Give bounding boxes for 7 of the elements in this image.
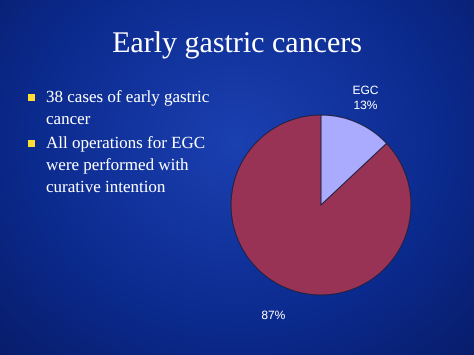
text: 38 cases of early gastric cancer: [46, 87, 210, 128]
slice-label: EGC: [352, 83, 379, 98]
data-label: 13%: [353, 98, 378, 112]
data-label: 87%: [261, 308, 286, 322]
pie-slice: [230, 114, 412, 296]
text: All operations for EGC were performed with curative intention: [46, 133, 206, 196]
chart-title: Early gastric cancers: [111, 26, 363, 60]
